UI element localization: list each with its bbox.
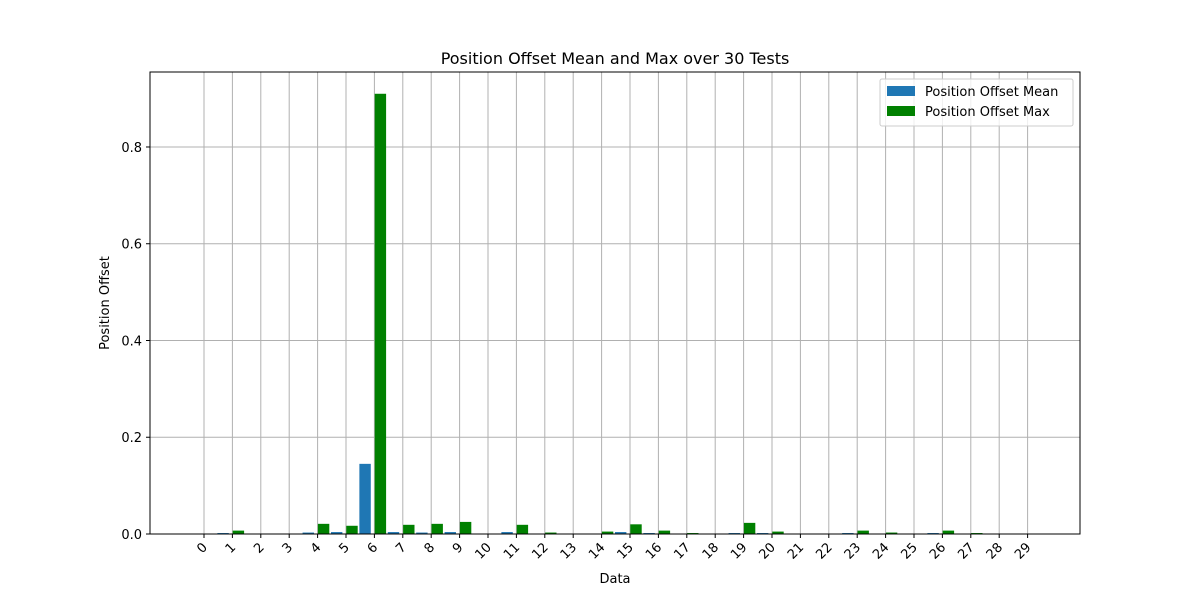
bar-mean [387,532,400,534]
bar-max [431,523,443,534]
bar-max [545,532,557,534]
chart-title: Position Offset Mean and Max over 30 Tes… [441,49,790,68]
y-tick-label: 0.4 [121,334,142,349]
y-tick-label: 0.6 [121,238,142,253]
bar-mean [416,532,428,534]
bar-mean [359,463,371,534]
legend-swatch-max [887,106,915,116]
bar-mean [330,532,343,534]
legend-swatch-mean [887,86,915,96]
bar-max [885,532,898,534]
y-tick-label: 0.2 [121,431,142,446]
y-axis: 0.0 0.2 0.4 0.6 0.8 [121,141,150,543]
bar-max [516,524,529,534]
bar-max [743,522,756,534]
legend: Position Offset Mean Position Offset Max [879,78,1074,127]
bar-max [601,531,614,534]
bar-max [317,523,330,534]
bar-mean [614,532,627,534]
bar-max [403,524,415,534]
legend-box [879,78,1074,127]
bar-max [630,524,642,534]
legend-label-mean: Position Offset Mean [925,85,1058,100]
legend-label-max: Position Offset Max [925,105,1050,120]
bar-max [658,530,671,534]
plot-frame [149,71,1081,535]
bar-max [772,531,784,534]
y-tick-label: 0.8 [121,141,142,156]
grid [150,72,1080,535]
bar-max [942,530,955,534]
bar-max [857,530,869,534]
bar-mean [302,532,314,534]
y-axis-title: Position Offset [98,256,113,350]
bar-max [459,521,472,534]
bar-max [346,525,358,534]
bar-max [374,93,387,535]
x-axis-title: Data [599,572,630,587]
bar-max [232,530,245,534]
bar-mean [501,532,513,534]
bar-mean [444,532,456,534]
y-tick-label: 0.0 [121,528,142,543]
